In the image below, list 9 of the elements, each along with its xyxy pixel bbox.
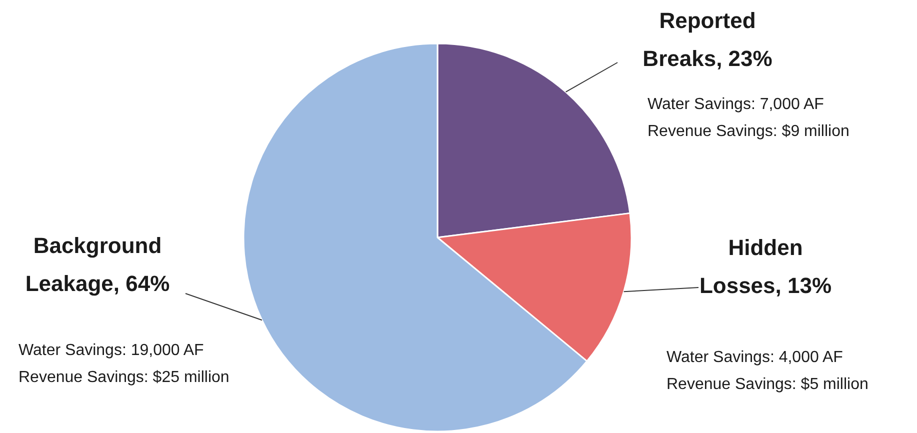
text: Revenue Savings: $9 million <box>648 123 850 140</box>
text: Water Savings: 7,000 AF <box>648 96 824 113</box>
text: Water Savings: 4,000 AF <box>666 349 844 366</box>
text: Revenue Savings: $5 million <box>666 376 868 393</box>
slice-label: Background Leakage, 64% <box>25 233 170 296</box>
slice-label: Hidden Losses, 13% <box>699 235 832 298</box>
text: Revenue Savings: $25 million <box>18 369 230 386</box>
slice-label: Reported Breaks, 23% <box>642 8 772 71</box>
text: Water Savings: 19,000 AF <box>18 342 204 359</box>
